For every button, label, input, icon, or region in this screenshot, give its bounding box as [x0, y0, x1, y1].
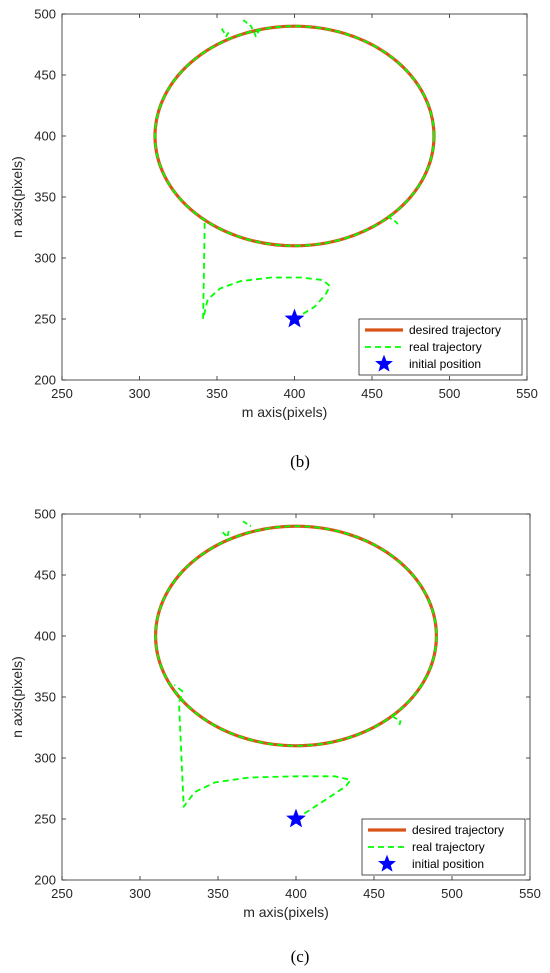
caption-b: (b) [290, 452, 310, 471]
x-tick-label: 450 [361, 386, 383, 401]
caption-c: (c) [291, 947, 310, 966]
real-trajectory-disturbance [392, 715, 402, 727]
x-tick-label: 400 [285, 886, 307, 901]
x-tick-label: 250 [51, 886, 73, 901]
real-trajectory-disturbance [387, 215, 401, 227]
x-tick-label: 500 [441, 886, 463, 901]
x-tick-label: 400 [284, 386, 306, 401]
x-tick-label: 350 [207, 886, 229, 901]
y-tick-label: 400 [34, 129, 56, 144]
x-tick-label: 450 [363, 886, 385, 901]
initial-position-marker [286, 808, 306, 828]
y-tick-label: 250 [34, 312, 56, 327]
x-tick-label: 500 [439, 386, 461, 401]
real-trajectory-disturbance [220, 28, 231, 38]
y-tick-label: 250 [34, 812, 56, 827]
real-trajectory-disturbance [242, 19, 262, 38]
x-tick-label: 300 [129, 886, 151, 901]
y-tick-label: 300 [34, 251, 56, 266]
x-axis-label: m axis(pixels) [243, 904, 329, 920]
y-tick-label: 450 [34, 68, 56, 83]
y-tick-label: 350 [34, 690, 56, 705]
y-tick-label: 400 [34, 629, 56, 644]
chart-panel-b: 250 300 350 400 450 500 5502002503003504004505… [9, 7, 538, 472]
legend-entry-label: desired trajectory [412, 823, 504, 837]
real-trajectory-approach [173, 684, 352, 820]
legend-entry-label: initial position [409, 357, 481, 371]
real-trajectory-disturbance [222, 529, 230, 540]
real-trajectory-disturbance [242, 520, 252, 527]
y-axis-label: n axis(pixels) [9, 156, 25, 238]
y-tick-label: 500 [34, 507, 56, 522]
legend-entry-label: real trajectory [409, 340, 482, 354]
x-tick-label: 550 [516, 386, 538, 401]
real-trajectory-loop [154, 25, 435, 247]
initial-position-marker [284, 308, 305, 328]
x-tick-label: 300 [129, 386, 151, 401]
y-tick-label: 300 [34, 751, 56, 766]
legend-entry-label: desired trajectory [409, 323, 501, 337]
x-tick-label: 250 [51, 386, 73, 401]
y-tick-label: 500 [34, 7, 56, 22]
y-tick-label: 450 [34, 568, 56, 583]
y-tick-label: 350 [34, 190, 56, 205]
legend-entry-label: real trajectory [412, 840, 485, 854]
y-axis-label: n axis(pixels) [9, 656, 25, 738]
legend-entry-label: initial position [412, 857, 484, 871]
chart-panel-c: 250 300 350 400 450 500 5502002503003504004505… [9, 507, 541, 967]
x-tick-label: 350 [206, 386, 228, 401]
x-tick-label: 550 [519, 886, 541, 901]
real-trajectory-approach [202, 221, 331, 320]
y-tick-label: 200 [34, 873, 56, 888]
y-tick-label: 200 [34, 373, 56, 388]
x-axis-label: m axis(pixels) [242, 404, 328, 420]
legend-star-icon [375, 354, 393, 372]
real-trajectory-loop [154, 525, 438, 747]
legend-star-icon [378, 854, 396, 872]
